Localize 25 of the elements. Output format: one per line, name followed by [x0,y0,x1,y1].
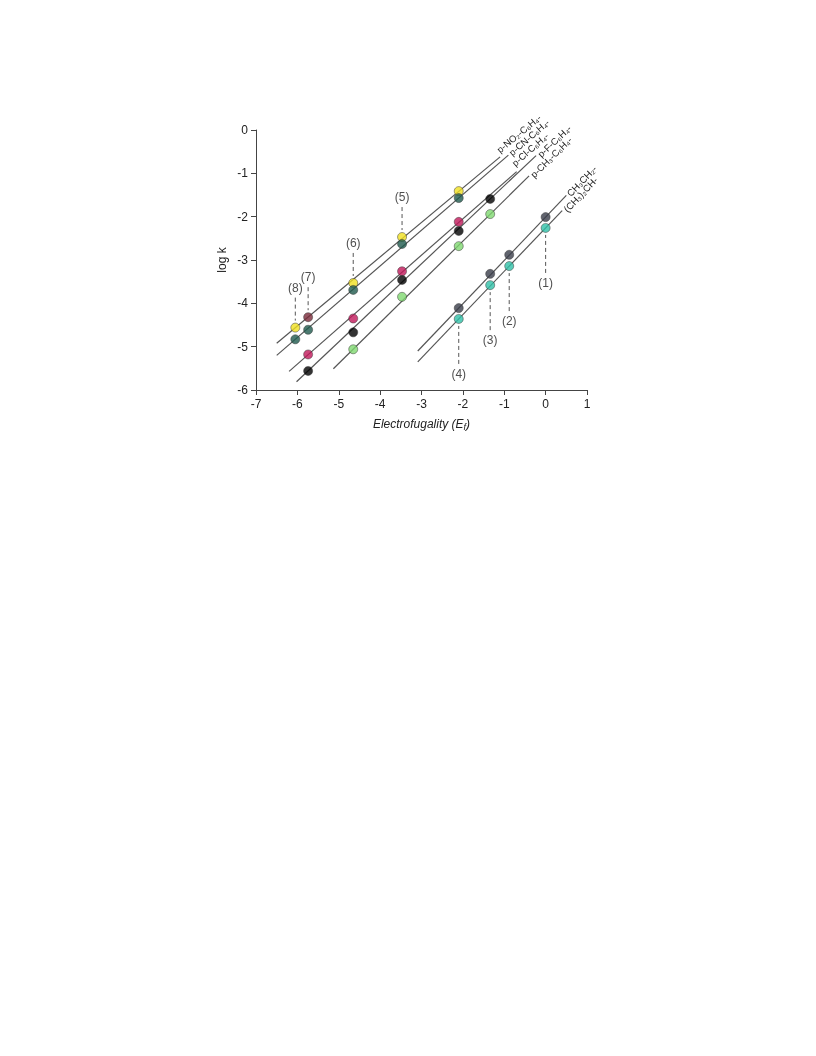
y-tick-label: -1 [237,166,249,181]
x-tick-label: 1 [583,397,591,411]
annotation: (3) [482,333,498,348]
y-tick-label: -4 [237,296,249,311]
x-tick-label: -6 [292,397,304,411]
annotation: (1) [538,275,553,290]
y-tick-label: -6 [237,383,249,397]
x-tick-label: -5 [333,397,345,411]
annotation: (8) [287,280,303,295]
y-tick-label: -2 [237,209,249,224]
y-tick-label: -3 [237,253,249,267]
x-tick-label: 0 [542,397,550,411]
y-tick-label: -5 [237,339,249,354]
x-tick-label: -2 [457,397,469,411]
x-tick-label: -1 [498,397,510,411]
x-tick-label: -7 [250,397,262,411]
y-axis-title: log k [215,246,229,273]
annotation: (2) [501,314,517,329]
annotation: (7) [300,270,316,285]
annotation: (6) [345,235,361,250]
annotation: (4) [451,366,467,381]
x-tick-label: -3 [416,397,428,411]
x-tick-label: -4 [374,397,386,411]
y-tick-label: 0 [241,123,249,137]
annotation: (5) [394,190,410,205]
